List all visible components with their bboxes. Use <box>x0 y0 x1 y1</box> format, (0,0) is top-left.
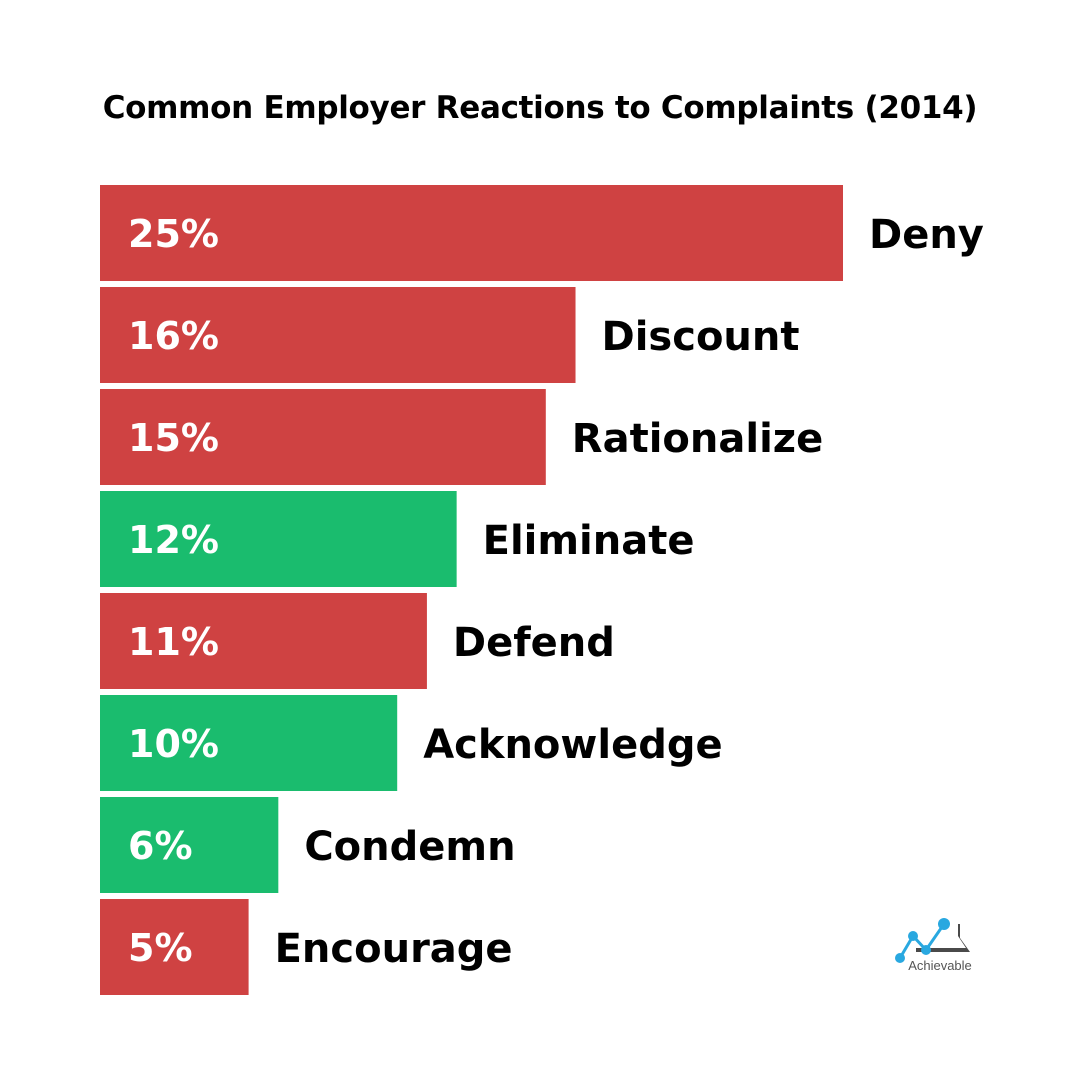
bar-acknowledge <box>100 695 398 791</box>
category-label: Defend <box>453 620 615 666</box>
category-label: Deny <box>869 212 984 258</box>
bar-defend <box>100 593 427 689</box>
bar-eliminate <box>100 491 457 587</box>
category-label: Acknowledge <box>423 722 722 768</box>
chart-title: Common Employer Reactions to Complaints … <box>102 90 978 126</box>
value-label: 6% <box>128 824 193 868</box>
bar-encourage <box>100 899 249 995</box>
bar-deny <box>100 185 843 281</box>
value-label: 11% <box>128 620 219 664</box>
logo-text: Achievable <box>908 958 972 973</box>
category-label: Eliminate <box>483 518 695 564</box>
category-label: Encourage <box>275 926 513 972</box>
bar-condemn <box>100 797 279 893</box>
value-label: 15% <box>128 416 219 460</box>
bar-rationalize <box>100 389 546 485</box>
value-label: 5% <box>128 926 193 970</box>
value-label: 12% <box>128 518 219 562</box>
category-label: Condemn <box>304 824 515 870</box>
achievable-logo <box>895 918 970 963</box>
value-label: 16% <box>128 314 219 358</box>
value-label: 25% <box>128 212 219 256</box>
category-label: Rationalize <box>572 416 823 462</box>
bar-discount <box>100 287 576 383</box>
value-label: 10% <box>128 722 219 766</box>
category-label: Discount <box>602 314 800 360</box>
